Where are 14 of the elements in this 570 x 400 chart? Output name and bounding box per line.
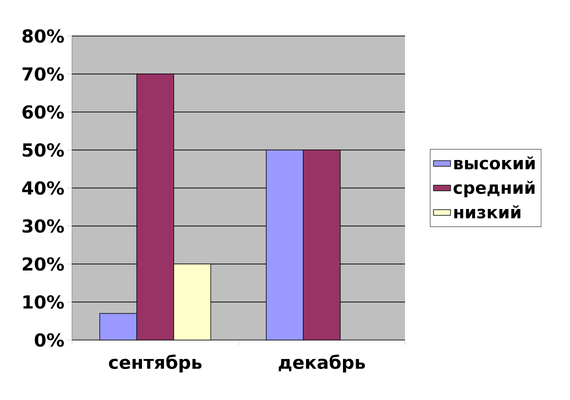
y-tick-label: 40% (22, 181, 64, 195)
legend-label: средний (454, 180, 535, 198)
y-tick-label: 50% (22, 143, 64, 157)
y-tick-label: 60% (22, 105, 64, 119)
x-tick-label: декабрь (278, 354, 365, 373)
legend-label: низкий (454, 205, 520, 218)
y-tick-label: 30% (22, 219, 64, 233)
y-tick-label: 80% (22, 29, 64, 43)
y-tick-label: 0% (34, 333, 64, 347)
legend-label: высокий (454, 156, 535, 170)
x-tick-label: сентябрь (108, 354, 202, 373)
y-tick-label: 70% (22, 67, 64, 81)
y-tick-label: 10% (23, 295, 64, 309)
y-tick-label: 20% (22, 257, 64, 271)
